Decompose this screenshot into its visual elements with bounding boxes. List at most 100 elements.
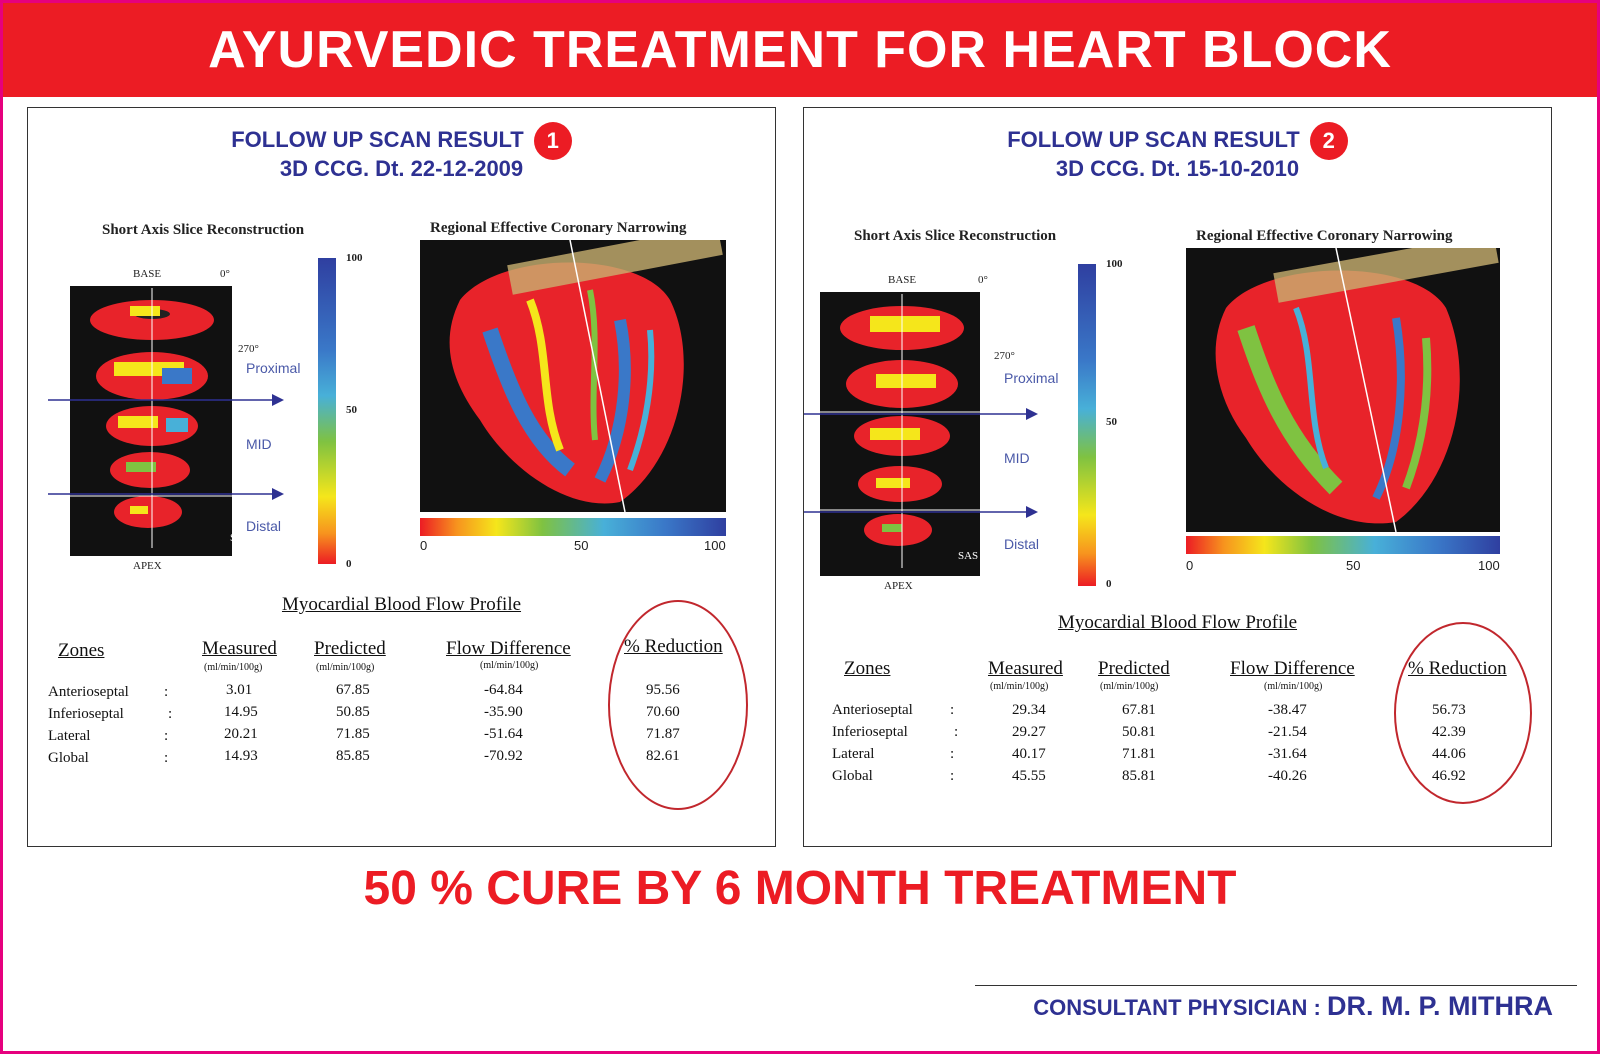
reduction-cell: 70.60 [646,704,680,720]
th-zones: Zones [58,640,105,661]
difference-cell: -70.92 [484,748,523,764]
unit-measured: (ml/min/100g) [990,681,1049,692]
title-banner: AYURVEDIC TREATMENT FOR HEART BLOCK [3,3,1597,97]
vertical-color-scale [318,258,336,564]
predicted-cell: 85.85 [336,748,370,764]
zone-cell: Global [48,750,89,766]
vscale-0: 0 [1106,578,1112,590]
vertical-color-scale [1078,264,1096,586]
deg270-label: 270° [994,350,1015,362]
zone-cell: Lateral [832,746,875,762]
panel-1-title: FOLLOW UP SCAN RESULT [231,126,524,152]
mid-label: MID [246,436,272,452]
predicted-cell: 71.85 [336,726,370,742]
mbf-title-2: Myocardial Blood Flow Profile [1057,612,1298,633]
reduction-cell: 82.61 [646,748,680,764]
reduction-highlight-circle [1394,622,1532,804]
hscale-50: 50 [1346,558,1361,573]
horizontal-color-scale [420,518,726,536]
unit-difference: (ml/min/100g) [480,660,539,671]
scan-panel-1: FOLLOW UP SCAN RESULT 1 3D CCG. Dt. 22-12… [27,107,776,847]
distal-label: Distal [1004,536,1040,552]
zone-cell: Inferioseptal [832,724,908,740]
difference-cell: -35.90 [484,704,523,720]
predicted-cell: 67.85 [336,682,370,698]
reduction-cell: 95.56 [646,682,680,698]
mid-label: MID [1004,450,1030,466]
vscale-0: 0 [346,558,352,570]
measured-cell: 20.21 [224,726,258,742]
deg270-label: 270° [238,343,259,355]
reduction-cell: 56.73 [1432,702,1466,718]
short-axis-title: Short Axis Slice Reconstruction [854,228,1057,244]
predicted-cell: 85.81 [1122,768,1156,784]
th-flow-difference: Flow Difference [446,638,571,659]
physician-name: DR. M. P. MITHRA [1326,991,1553,1021]
base-label: BASE [133,268,162,280]
reduction-highlight-circle [608,600,748,810]
difference-cell: -21.54 [1268,724,1307,740]
mbf-title-1: Myocardial Blood Flow Profile [281,594,522,615]
hscale-100: 100 [1478,558,1500,573]
reduction-cell: 44.06 [1432,746,1466,762]
scan-panel-2: FOLLOW UP SCAN RESULT 2 3D CCG. Dt. 15-10… [803,107,1552,847]
measured-cell: 29.34 [1012,702,1046,718]
panel-1-badge: 1 [533,122,572,160]
physician-signature: CONSULTANT PHYSICIAN : DR. M. P. MITHRA [1033,991,1553,1022]
vscale-50: 50 [346,404,357,416]
measured-cell: 40.17 [1012,746,1046,762]
hscale-50: 50 [574,538,589,553]
sas-label: SAS [230,532,251,544]
difference-cell: -38.47 [1268,702,1307,718]
difference-cell: -40.26 [1268,768,1307,784]
difference-cell: -31.64 [1268,746,1307,762]
predicted-cell: 50.81 [1122,724,1156,740]
unit-predicted: (ml/min/100g) [316,662,375,673]
heart-coronary-map [420,240,726,512]
regional-title: Regional Effective Coronary Narrowing [1196,228,1453,244]
unit-measured: (ml/min/100g) [204,662,263,673]
difference-cell: -64.84 [484,682,523,698]
measured-cell: 14.93 [224,748,258,764]
base-label: BASE [888,274,917,286]
short-axis-slice-image [820,292,980,576]
th-zones: Zones [844,658,891,679]
th-measured: Measured [202,638,277,659]
apex-label: APEX [133,560,162,572]
hscale-100: 100 [704,538,726,553]
predicted-cell: 67.81 [1122,702,1156,718]
panel-2-title: FOLLOW UP SCAN RESULT [1007,126,1300,152]
th-flow-difference: Flow Difference [1230,658,1355,679]
deg0-label: 0° [978,274,988,286]
page-title: AYURVEDIC TREATMENT FOR HEART BLOCK [208,21,1392,79]
horizontal-color-scale [1186,536,1500,554]
cure-headline: 50 % CURE BY 6 MONTH TREATMENT [363,862,1237,915]
unit-predicted: (ml/min/100g) [1100,681,1159,692]
distal-label: Distal [246,518,282,534]
level-arrows [48,394,284,500]
signature-line [975,985,1577,986]
difference-cell: -51.64 [484,726,523,742]
unit-difference: (ml/min/100g) [1264,681,1323,692]
zone-cell: Inferioseptal [48,706,124,722]
panel-1-subtitle: 3D CCG. Dt. 22-12-2009 [279,156,524,181]
predicted-cell: 71.81 [1122,746,1156,762]
short-axis-slice-image [70,286,232,556]
panel-2-badge: 2 [1309,122,1348,160]
proximal-label: Proximal [1004,370,1059,386]
reduction-cell: 42.39 [1432,724,1466,740]
proximal-label: Proximal [246,360,301,376]
measured-cell: 45.55 [1012,768,1046,784]
zone-cell: Lateral [48,728,91,744]
short-axis-title: Short Axis Slice Reconstruction [102,222,305,238]
regional-title: Regional Effective Coronary Narrowing [430,220,687,236]
hscale-0: 0 [1186,558,1194,573]
hscale-0: 0 [420,538,428,553]
apex-label: APEX [884,580,913,592]
measured-cell: 3.01 [226,682,253,698]
vscale-100: 100 [1106,258,1123,270]
panel-2-title-line: FOLLOW UP SCAN RESULT 2 [804,122,1551,160]
deg0-label: 0° [220,268,230,280]
reduction-cell: 46.92 [1432,768,1466,784]
